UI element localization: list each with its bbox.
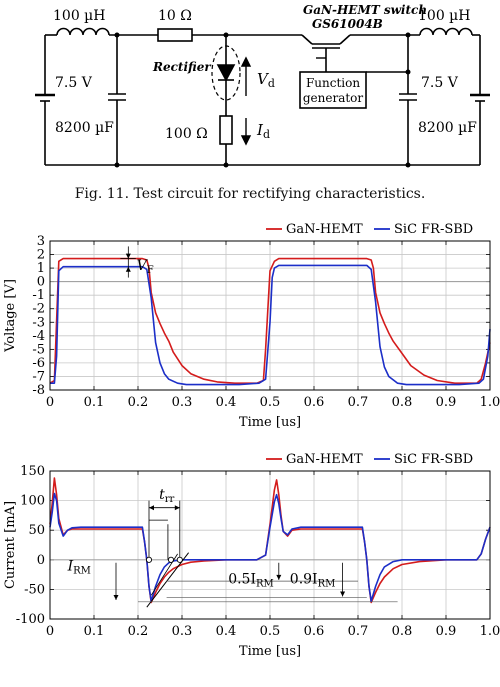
x-tick-label: 0.6 <box>304 624 325 639</box>
y-tick-label: 0 <box>37 553 45 568</box>
x-tick-label: 0.1 <box>84 395 105 410</box>
left-inductor-symbol <box>56 27 110 36</box>
x-tick-label: 0.9 <box>436 624 457 639</box>
function-generator-label-line1: Function <box>306 76 360 90</box>
switch-symbol <box>301 34 313 45</box>
vd-arrow <box>240 56 252 67</box>
legend-label: SiC FR-SBD <box>394 222 473 237</box>
vf-annotation: VF <box>137 258 154 276</box>
y-tick-label: -7 <box>32 369 45 384</box>
switch-part-label: GS61004B <box>312 17 383 31</box>
y-tick-label: -5 <box>32 342 45 357</box>
y-tick-label: 2 <box>37 248 45 263</box>
half-irm-annotation: 0.5IRM <box>228 571 274 589</box>
x-tick-label: 1.0 <box>480 395 500 410</box>
id-arrow <box>240 135 252 146</box>
rectifier-diode-symbol <box>216 64 236 82</box>
x-axis-label: Time [us] <box>239 644 301 659</box>
y-tick-label: -50 <box>24 582 45 597</box>
x-tick-label: 0.2 <box>128 395 149 410</box>
y-tick-label: -4 <box>32 329 45 344</box>
figure-caption: Fig. 11. Test circuit for rectifying cha… <box>74 186 426 202</box>
x-tick-label: 0.3 <box>172 395 193 410</box>
x-tick-label: 1.0 <box>480 624 500 639</box>
x-tick-label: 0.4 <box>216 624 237 639</box>
right-voltage-label: 7.5 V <box>421 75 459 91</box>
x-tick-label: 0 <box>46 624 54 639</box>
load-resistor-label: 100 Ω <box>165 126 208 142</box>
voltage-plot: 0 0.1 0.2 0.3 0.4 0.5 0.6 0.7 0.8 0.9 1.03210-1-2-… <box>3 222 500 430</box>
trr-annotation: trr <box>159 487 174 505</box>
function-generator-box <box>299 71 367 109</box>
left-voltage-label: 7.5 V <box>55 75 93 91</box>
y-tick-label: -8 <box>32 383 45 398</box>
y-tick-label: 50 <box>28 523 45 538</box>
y-axis-label: Current [mA] <box>3 501 18 589</box>
right-capacitor-label: 8200 µF <box>418 120 477 136</box>
function-generator-label-line2: generator <box>303 91 364 105</box>
y-tick-label: 0 <box>37 275 45 290</box>
y-tick-label: 3 <box>37 234 45 249</box>
plot-frame <box>49 470 491 620</box>
x-tick-label: 0.7 <box>348 395 369 410</box>
x-tick-label: 0.7 <box>348 624 369 639</box>
rectifier-label: Rectifier <box>152 60 212 74</box>
x-tick-label: 0.6 <box>304 395 325 410</box>
y-tick-label: 1 <box>37 261 45 276</box>
x-tick-label: 0.3 <box>172 624 193 639</box>
x-tick-label: 0.1 <box>84 624 105 639</box>
x-tick-label: 0.2 <box>128 624 149 639</box>
switch-title-label: GaN-HEMT switch <box>303 3 427 17</box>
legend-label: SiC FR-SBD <box>394 452 473 467</box>
x-tick-label: 0.9 <box>436 395 457 410</box>
y-tick-label: -100 <box>16 612 45 627</box>
y-axis-label: Voltage [V] <box>3 279 18 353</box>
x-tick-label: 0.8 <box>392 395 413 410</box>
ninety-irm-annotation: 0.9IRM <box>290 571 336 589</box>
y-tick-label: -1 <box>32 288 45 303</box>
irm-annotation: IRM <box>67 558 91 576</box>
series-line-sic-fr-sbd <box>49 492 491 602</box>
legend-label: GaN-HEMT <box>286 452 363 467</box>
x-tick-label: 0.5 <box>260 624 281 639</box>
rectifier-highlight <box>211 45 241 101</box>
id-label: Id <box>256 121 270 141</box>
circuit-diagram: 100 µH 10 Ω GaN-HEMT switch GS61004B 100… <box>35 3 490 168</box>
right-inductor-label: 100 µH <box>418 8 470 24</box>
series-resistor-label: 10 Ω <box>158 8 192 24</box>
left-inductor-label: 100 µH <box>53 8 105 24</box>
y-tick-label: -6 <box>32 356 45 371</box>
y-tick-label: 100 <box>20 494 45 509</box>
current-plot: 0 0.1 0.2 0.3 0.4 0.5 0.6 0.7 0.8 0.9 1.0 150 100 50 0… <box>3 452 500 659</box>
y-tick-label: -2 <box>32 302 45 317</box>
legend-label: GaN-HEMT <box>286 222 363 237</box>
series-line-sic-fr-sbd <box>50 264 491 386</box>
x-tick-label: 0.8 <box>392 624 413 639</box>
right-inductor-symbol <box>419 27 473 36</box>
left-capacitor-label: 8200 µF <box>55 120 114 136</box>
series-line-gan-hemt <box>49 257 491 384</box>
plot-frame <box>49 240 491 391</box>
y-tick-label: 150 <box>20 464 45 479</box>
x-tick-label: 0 <box>46 395 54 410</box>
x-axis-label: Time [us] <box>239 415 301 430</box>
vd-label: Vd <box>257 70 275 90</box>
y-tick-label: -3 <box>32 315 45 330</box>
x-tick-label: 0.5 <box>260 395 281 410</box>
x-tick-label: 0.4 <box>216 395 237 410</box>
